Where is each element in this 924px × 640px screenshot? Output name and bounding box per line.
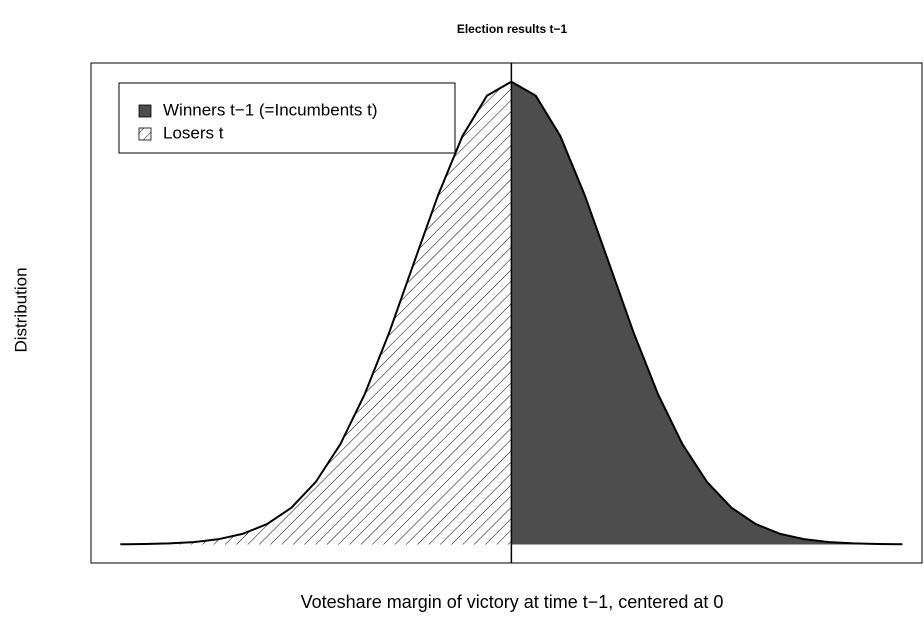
chart-title: Election results t−1 [457, 22, 568, 36]
density-curve [510, 80, 903, 546]
legend-label: Losers t [163, 123, 224, 142]
legend-swatch [138, 127, 152, 141]
density-curve [120, 80, 512, 546]
legend-label: Winners t−1 (=Incumbents t) [163, 100, 377, 119]
density-area [511, 81, 903, 545]
y-axis-label: Distribution [11, 267, 30, 352]
legend-swatch [138, 104, 152, 118]
legend-box [118, 82, 456, 154]
x-axis-label: Voteshare margin of victory at time t−1,… [301, 592, 724, 612]
plot-frame [90, 62, 923, 564]
density-area [120, 81, 512, 545]
